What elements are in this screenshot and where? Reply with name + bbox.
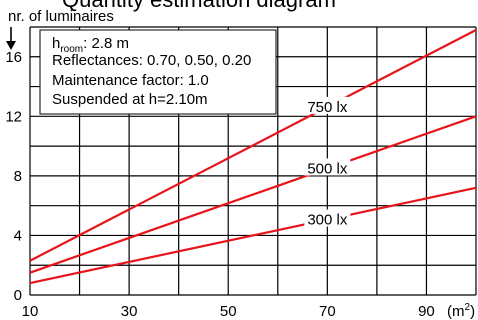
x-tick-label: 30	[121, 303, 138, 320]
series-lines: 750 lx 500 lx 300 lx	[29, 29, 477, 285]
series-label: 300 lx	[307, 212, 348, 229]
series-line	[29, 186, 477, 285]
y-tick-label: 16	[5, 49, 22, 66]
series-line	[29, 29, 477, 262]
y-tick-label: 8	[14, 168, 22, 185]
info-room-height: hroom: 2.8 m	[52, 35, 129, 55]
chart-title: Quantity estimation diagram	[62, 0, 336, 12]
series-label: 750 lx	[307, 99, 348, 116]
x-tick-label: 70	[319, 303, 336, 320]
down-arrow-icon	[6, 27, 16, 50]
info-reflectances: Reflectances: 0.70, 0.50, 0.20	[52, 52, 251, 69]
info-suspended: Suspended at h=2.10m	[52, 91, 208, 108]
x-axis-unit: (m2)	[447, 302, 475, 320]
x-tick-label: 90	[418, 303, 435, 320]
x-tick-labels: 10 30 50 70 90	[22, 303, 435, 320]
info-maintenance: Maintenance factor: 1.0	[52, 72, 209, 89]
series-label: 500 lx	[307, 160, 348, 177]
x-tick-label: 50	[220, 303, 237, 320]
y-axis-title: nr. of luminaires	[8, 8, 114, 25]
x-tick-label: 10	[22, 303, 39, 320]
y-tick-label: 4	[14, 227, 22, 244]
series-line	[29, 115, 477, 274]
y-tick-label: 12	[5, 108, 22, 125]
y-tick-labels: 0 4 8 12 16	[5, 49, 22, 304]
info-box: hroom: 2.8 m Reflectances: 0.70, 0.50, 0…	[39, 29, 277, 115]
y-tick-label: 0	[14, 287, 22, 304]
